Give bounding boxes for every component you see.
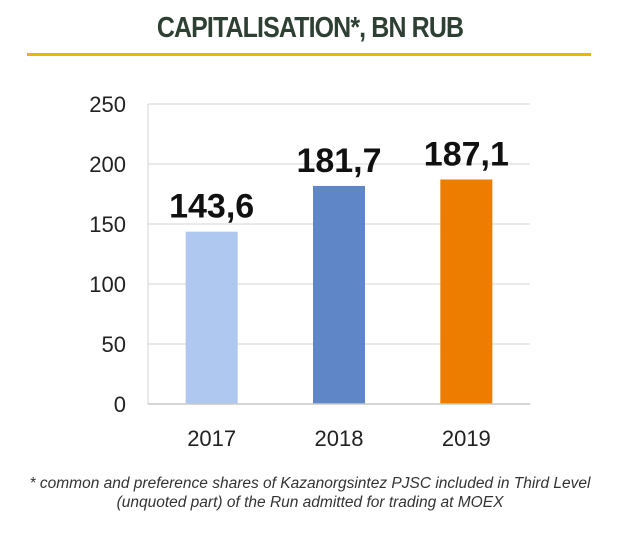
y-tick-label: 100 [89, 272, 126, 297]
bar-chart: 0 50 100 150 200 250 143,6 181,7 187,1 2017 2018… [89, 92, 530, 451]
y-tick-label: 50 [102, 332, 126, 357]
x-tick-label-2018: 2018 [315, 426, 364, 451]
x-tick-label-2017: 2017 [187, 426, 236, 451]
data-label-2019: 187,1 [424, 135, 509, 173]
data-label-2018: 181,7 [296, 142, 381, 180]
y-tick-label: 200 [89, 152, 126, 177]
bars [185, 179, 493, 404]
chart-title: CAPITALISATION*, BN RUB [156, 12, 464, 44]
y-tick-label: 150 [89, 212, 126, 237]
y-axis-ticks: 0 50 100 150 200 250 [89, 92, 126, 417]
y-tick-label: 250 [89, 92, 126, 117]
bar-2019 [440, 179, 493, 404]
y-tick-label: 0 [114, 392, 126, 417]
x-tick-label-2019: 2019 [442, 426, 491, 451]
data-labels: 143,6 181,7 187,1 [169, 135, 509, 225]
bar-2018 [313, 185, 365, 404]
title-underline [27, 53, 591, 56]
x-axis-ticks: 2017 2018 2019 [148, 403, 530, 451]
data-label-2017: 143,6 [169, 188, 254, 226]
bar-2017 [185, 231, 238, 404]
footnote: * common and preference shares of Kazano… [29, 475, 591, 511]
